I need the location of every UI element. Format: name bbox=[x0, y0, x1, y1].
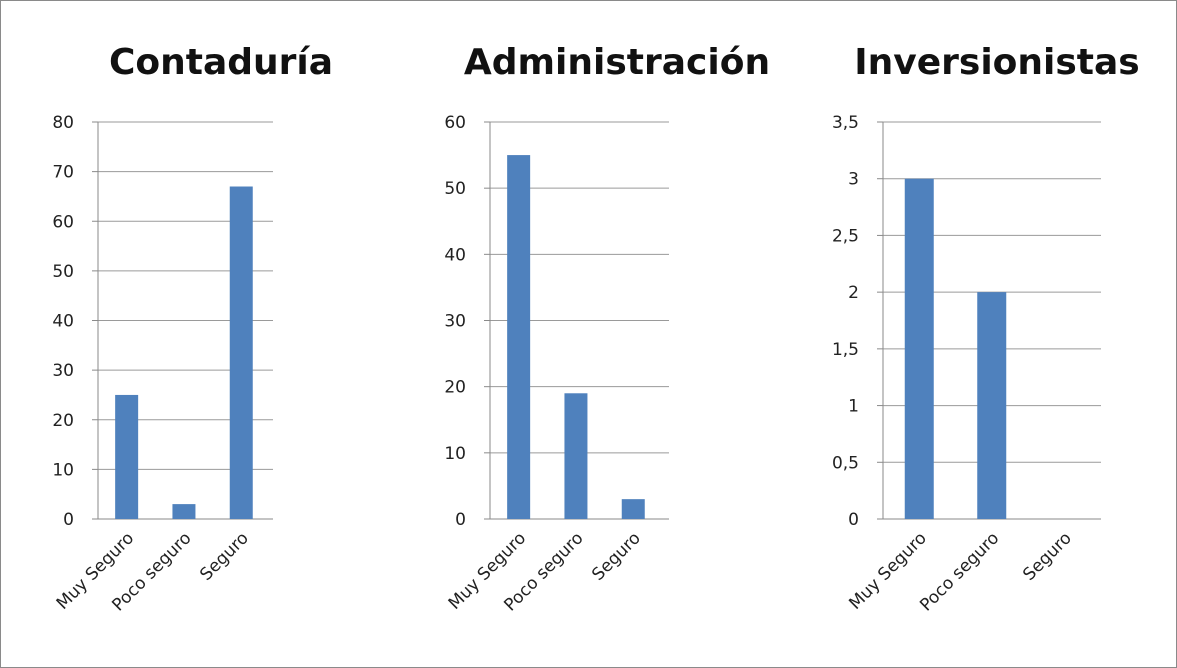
y-tick-label: 20 bbox=[52, 411, 74, 431]
y-tick-label: 40 bbox=[52, 312, 74, 332]
y-tick-label: 0 bbox=[63, 510, 74, 530]
bar bbox=[507, 155, 531, 520]
y-tick-label: 60 bbox=[444, 113, 466, 133]
y-tick-label: 2 bbox=[848, 283, 859, 303]
y-tick-label: 0 bbox=[848, 510, 859, 530]
y-tick-label: 3,5 bbox=[832, 113, 859, 133]
bar bbox=[115, 394, 139, 519]
y-tick-label: 10 bbox=[444, 444, 466, 464]
bar bbox=[621, 499, 645, 519]
chart-title: Inversionistas bbox=[854, 42, 1140, 83]
x-category-label: Seguro bbox=[1019, 528, 1075, 584]
y-tick-label: 80 bbox=[52, 113, 74, 133]
y-tick-label: 0,5 bbox=[832, 453, 859, 473]
y-tick-label: 10 bbox=[52, 460, 74, 480]
bar bbox=[564, 393, 588, 519]
y-tick-label: 2,5 bbox=[832, 226, 859, 246]
y-tick-label: 40 bbox=[444, 245, 466, 265]
y-tick-label: 3 bbox=[848, 170, 859, 190]
bar bbox=[229, 186, 253, 519]
y-tick-label: 0 bbox=[455, 510, 466, 530]
y-tick-label: 50 bbox=[444, 179, 466, 199]
chart-title: Administración bbox=[464, 42, 770, 83]
y-tick-label: 30 bbox=[52, 361, 74, 381]
y-tick-label: 70 bbox=[52, 163, 74, 183]
chart-title: Contaduría bbox=[109, 42, 333, 83]
y-tick-label: 60 bbox=[52, 212, 74, 232]
y-tick-label: 1 bbox=[848, 397, 859, 417]
bar bbox=[904, 178, 934, 519]
y-tick-label: 1,5 bbox=[832, 340, 859, 360]
bar bbox=[977, 292, 1007, 519]
y-tick-label: 20 bbox=[444, 378, 466, 398]
x-category-label: Seguro bbox=[588, 528, 644, 584]
x-category-label: Seguro bbox=[196, 528, 252, 584]
y-tick-label: 50 bbox=[52, 262, 74, 282]
bar bbox=[172, 504, 196, 519]
y-tick-label: 30 bbox=[444, 312, 466, 332]
